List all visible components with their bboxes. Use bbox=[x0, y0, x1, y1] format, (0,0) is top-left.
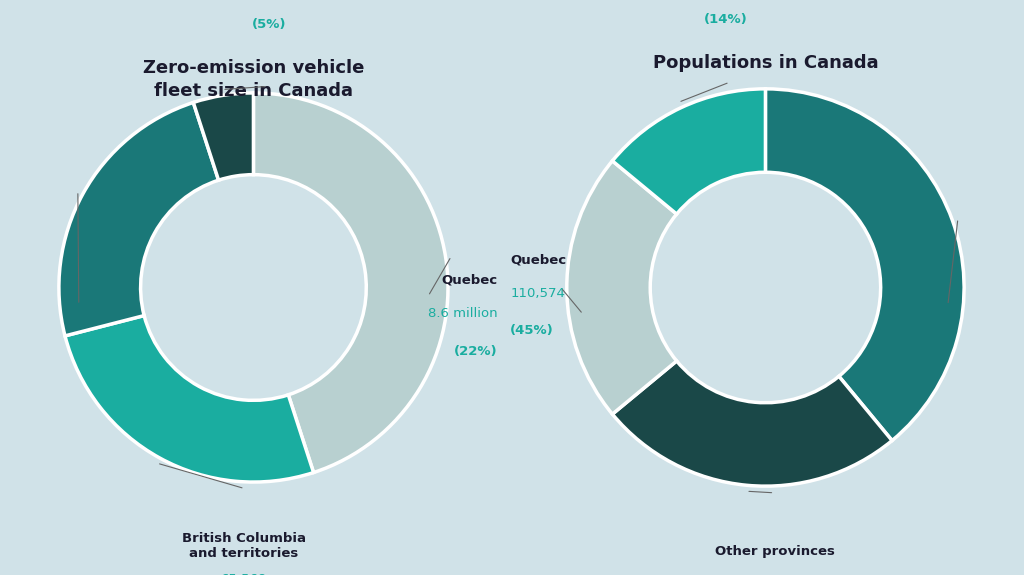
Wedge shape bbox=[65, 316, 313, 482]
Text: 8.6 million: 8.6 million bbox=[428, 307, 498, 320]
Text: Quebec: Quebec bbox=[510, 254, 566, 267]
Text: British Columbia
and territories: British Columbia and territories bbox=[181, 532, 306, 560]
Text: Quebec: Quebec bbox=[441, 273, 498, 286]
Text: Populations in Canada: Populations in Canada bbox=[652, 54, 879, 72]
Text: (5%): (5%) bbox=[252, 18, 287, 32]
Wedge shape bbox=[612, 89, 766, 214]
Wedge shape bbox=[765, 89, 964, 440]
Wedge shape bbox=[612, 361, 892, 486]
Text: Other provinces: Other provinces bbox=[716, 545, 836, 558]
Text: 110,574: 110,574 bbox=[510, 287, 565, 300]
Text: 65,568: 65,568 bbox=[220, 573, 267, 575]
Text: (22%): (22%) bbox=[454, 344, 498, 358]
Wedge shape bbox=[567, 161, 677, 414]
Wedge shape bbox=[194, 93, 254, 180]
Wedge shape bbox=[59, 102, 218, 336]
Wedge shape bbox=[253, 93, 447, 473]
Text: (45%): (45%) bbox=[510, 324, 554, 337]
Text: Zero-emission vehicle
fleet size in Canada: Zero-emission vehicle fleet size in Cana… bbox=[142, 59, 365, 101]
Text: (14%): (14%) bbox=[703, 13, 748, 26]
